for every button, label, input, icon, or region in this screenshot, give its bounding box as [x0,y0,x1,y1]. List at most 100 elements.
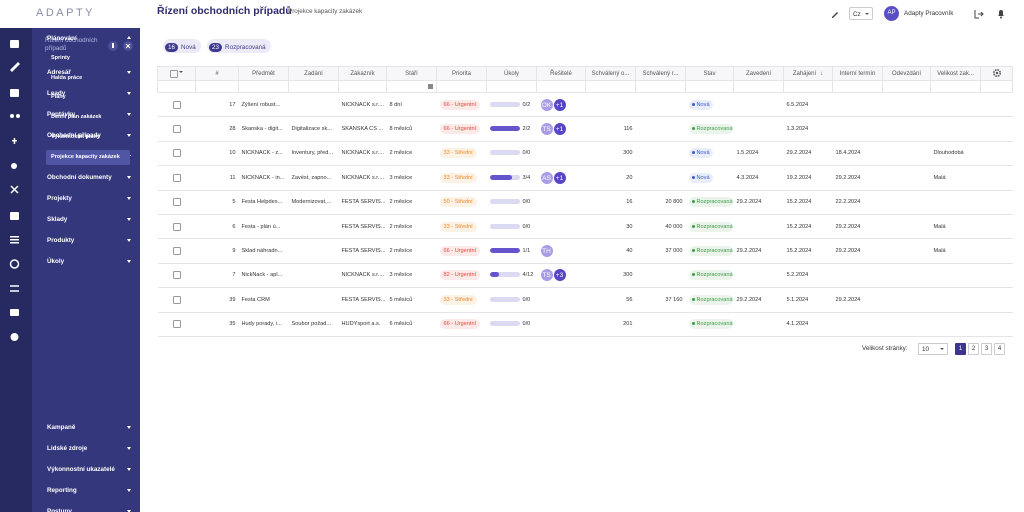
menu-item[interactable]: Výkonnostní ukazatelé [32,459,140,480]
filter-chip[interactable]: 23 Rozpracovaná [207,39,271,53]
checkbox[interactable] [172,271,181,280]
checkbox[interactable] [172,173,181,182]
language-select[interactable]: Cz [849,7,873,20]
filter-cell[interactable] [882,80,931,93]
page-button[interactable]: 1 [955,343,966,355]
filter-cell[interactable] [195,80,239,93]
filter-cell[interactable] [238,80,289,93]
menu-item[interactable]: Sklady [32,209,140,230]
checkbox[interactable] [172,320,181,329]
solver-avatar[interactable]: OK [539,97,554,112]
column-header[interactable]: Stáří [386,66,437,81]
column-header[interactable]: Velikost zak... [930,66,981,81]
user-avatar[interactable]: AP [884,6,899,21]
submenu-item[interactable]: Halda práce [51,74,83,81]
submenu-item[interactable]: Projekce kapacity zakázek [46,149,130,165]
filter-cell[interactable] [386,80,437,93]
menu-item[interactable]: Plánování [32,28,140,49]
submenu-item[interactable]: Plány [51,94,66,101]
notifications-icon[interactable] [995,8,1007,20]
solver-avatar[interactable]: AS [539,170,554,185]
calendar-icon[interactable] [428,84,433,89]
user-name[interactable]: Adapty Pracovník [904,10,954,17]
filter-cell[interactable] [536,80,586,93]
filter-cell[interactable] [486,80,537,93]
menu-item[interactable]: Poptávky [32,104,140,125]
menu-item[interactable]: Adresář [32,62,140,83]
solver-avatar[interactable]: TH [539,244,554,259]
column-header[interactable]: # [195,66,239,81]
logout-icon[interactable] [972,8,984,20]
filter-cell[interactable] [783,80,833,93]
column-header[interactable]: Úkoly [486,66,537,81]
menu-item[interactable]: Postupy [32,501,140,512]
filter-cell[interactable] [338,80,387,93]
column-header[interactable]: Zadání [288,66,339,81]
column-header[interactable]: Odevzdání [882,66,931,81]
column-header[interactable]: Priorita [436,66,487,81]
settings-icon[interactable] [992,68,1001,77]
solver-avatar[interactable]: TS [539,268,554,283]
page-size-select[interactable]: 10 [918,343,948,355]
checkbox[interactable] [172,198,181,207]
priority-cell: 50 - Střední [436,189,487,215]
solver-avatar[interactable]: +1 [552,170,567,185]
filter-cell[interactable] [930,80,981,93]
row-end [980,91,1013,118]
checkbox[interactable] [172,295,181,304]
checkbox[interactable] [172,222,181,231]
subject-cell: NICKNACK - z... [238,140,289,167]
column-header[interactable]: Zákazník [338,66,387,81]
checkbox[interactable] [172,247,181,256]
submenu-item[interactable]: Sprinty [51,55,70,61]
filter-cell[interactable] [685,80,734,93]
filter-cell[interactable] [288,80,339,93]
column-header[interactable]: Interní termín [832,66,883,81]
page-button[interactable]: 3 [981,343,992,355]
column-header[interactable]: Schválený o... [585,66,636,81]
column-header[interactable]: Řešitelé [536,66,586,81]
filter-cell[interactable] [980,80,1013,93]
checkbox[interactable] [169,69,178,78]
solver-avatar[interactable]: TS [539,122,554,137]
sidebar-controls[interactable] [108,40,134,52]
column-header[interactable]: Zahájení ↓ [783,66,833,81]
menu-item[interactable]: Leady [32,83,140,104]
menu-item[interactable]: Obchodní případy [32,125,140,146]
column-header[interactable]: Předmět [238,66,289,81]
edit-icon[interactable] [829,8,841,20]
solver-avatar[interactable]: +3 [552,268,567,283]
submenu-item[interactable]: Výkonnostní plány [51,133,100,140]
menu-item[interactable]: Lidské zdroje [32,438,140,459]
menu-item[interactable]: Obchodní dokumenty [32,167,140,188]
column-header[interactable]: Zavedení [733,66,784,81]
column-header[interactable]: Stav [685,66,734,81]
filter-cell[interactable] [733,80,784,93]
filter-cell[interactable] [585,80,636,93]
approved_o: 16 [626,199,633,206]
checkbox[interactable] [172,149,181,158]
menu-item[interactable]: Produkty [32,230,140,251]
filter-cell[interactable] [436,80,487,93]
filter-cell[interactable] [157,80,196,93]
checkbox[interactable] [172,100,181,109]
filter-cell[interactable] [832,80,883,93]
filter-cell[interactable] [635,80,686,93]
solver-avatar[interactable]: +1 [552,97,567,112]
solver-avatar[interactable]: +1 [552,122,567,137]
column-header[interactable]: Schválený r... [635,66,686,81]
submenu-item[interactable]: Denní plán zakázek [51,114,102,121]
page-button[interactable]: 2 [968,343,979,355]
customer: NICKNACK s.r.... [341,101,385,108]
start: 15.2.2024 [786,199,812,206]
menu-item[interactable]: Kampaně [32,417,140,438]
filter-chip[interactable]: 16 Nová [163,39,201,53]
menu-item[interactable]: Reporting [32,480,140,501]
page-button[interactable]: 4 [994,343,1005,355]
settings[interactable] [980,66,1013,81]
checkbox[interactable] [172,125,181,134]
menu-item[interactable]: Projekty [32,188,140,209]
status-pill: Rozpracovaná [688,246,733,257]
menu-item[interactable]: Úkoly [32,251,140,272]
subject-cell: Festa Helpdes... [238,189,289,215]
